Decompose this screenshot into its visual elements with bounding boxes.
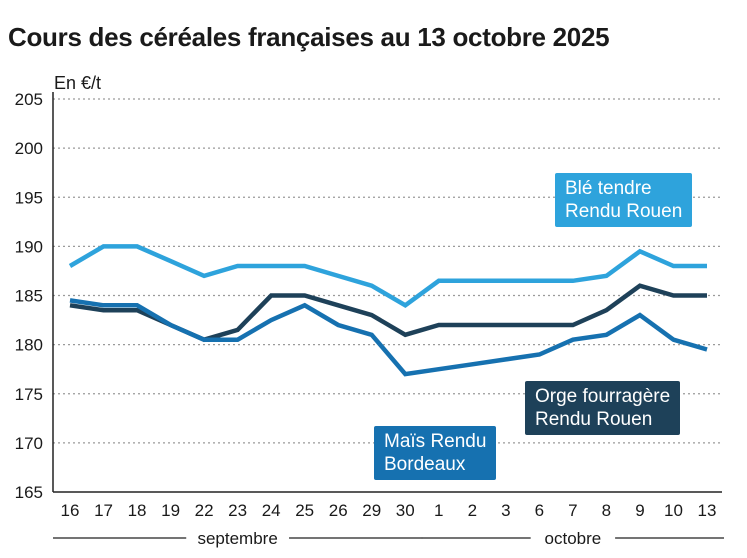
grid-lines — [53, 98, 722, 444]
x-tick-label: 17 — [94, 501, 113, 520]
month-labels: septembre octobre — [53, 529, 724, 548]
x-tick-label: 6 — [535, 501, 544, 520]
x-tick-label: 2 — [468, 501, 477, 520]
x-tick-label: 8 — [602, 501, 611, 520]
series-label-ble-tendre: Blé tendre Rendu Rouen — [555, 173, 693, 227]
series-label-orge-fourragere: Orge fourragère Rendu Rouen — [525, 381, 681, 435]
x-tick-label: 24 — [262, 501, 281, 520]
x-tick-label: 18 — [128, 501, 147, 520]
x-tick-label: 1 — [434, 501, 443, 520]
x-tick-label: 10 — [664, 501, 683, 520]
y-tick-label: 180 — [15, 336, 43, 355]
x-tick-label: 30 — [396, 501, 415, 520]
y-tick-label: 170 — [15, 434, 43, 453]
month-label: septembre — [197, 529, 277, 548]
y-tick-label: 200 — [15, 139, 43, 158]
x-tick-label: 29 — [362, 501, 381, 520]
x-tick-label: 9 — [635, 501, 644, 520]
series-label-line: Bordeaux — [384, 454, 466, 475]
chart-title: Cours des céréales françaises au 13 octo… — [8, 22, 610, 52]
y-axis-ticks: 165 170 175 180 185 190 195 200 205 — [15, 90, 43, 502]
y-tick-label: 190 — [15, 237, 43, 256]
series-line-0 — [68, 244, 707, 308]
y-tick-label: 175 — [15, 385, 43, 404]
series-lines — [68, 244, 708, 377]
series-line-2 — [69, 298, 708, 377]
month-label: octobre — [545, 529, 602, 548]
x-tick-label: 13 — [698, 501, 717, 520]
x-tick-label: 16 — [61, 501, 80, 520]
axes — [52, 92, 722, 493]
y-tick-label: 205 — [15, 90, 43, 109]
series-label-mais: Maïs Rendu Bordeaux — [374, 426, 497, 480]
y-tick-label: 185 — [15, 287, 43, 306]
y-axis-unit-label: En €/t — [54, 73, 102, 93]
x-tick-label: 25 — [295, 501, 314, 520]
x-tick-label: 19 — [161, 501, 180, 520]
series-label-line: Rendu Rouen — [535, 409, 653, 430]
x-tick-label: 7 — [568, 501, 577, 520]
x-tick-label: 3 — [501, 501, 510, 520]
x-tick-label: 26 — [329, 501, 348, 520]
y-tick-label: 195 — [15, 188, 43, 207]
x-tick-label: 23 — [228, 501, 247, 520]
y-tick-label: 165 — [15, 483, 43, 502]
series-label-line: Maïs Rendu — [384, 431, 487, 452]
series-label-line: Blé tendre — [565, 178, 652, 199]
x-axis-ticks: 16 17 18 19 22 23 24 25 26 29 30 1 2 3 6 7 8 9 10 13 — [61, 501, 717, 520]
series-label-line: Orge fourragère — [535, 386, 671, 407]
series-label-line: Rendu Rouen — [565, 201, 683, 222]
x-tick-label: 22 — [195, 501, 214, 520]
